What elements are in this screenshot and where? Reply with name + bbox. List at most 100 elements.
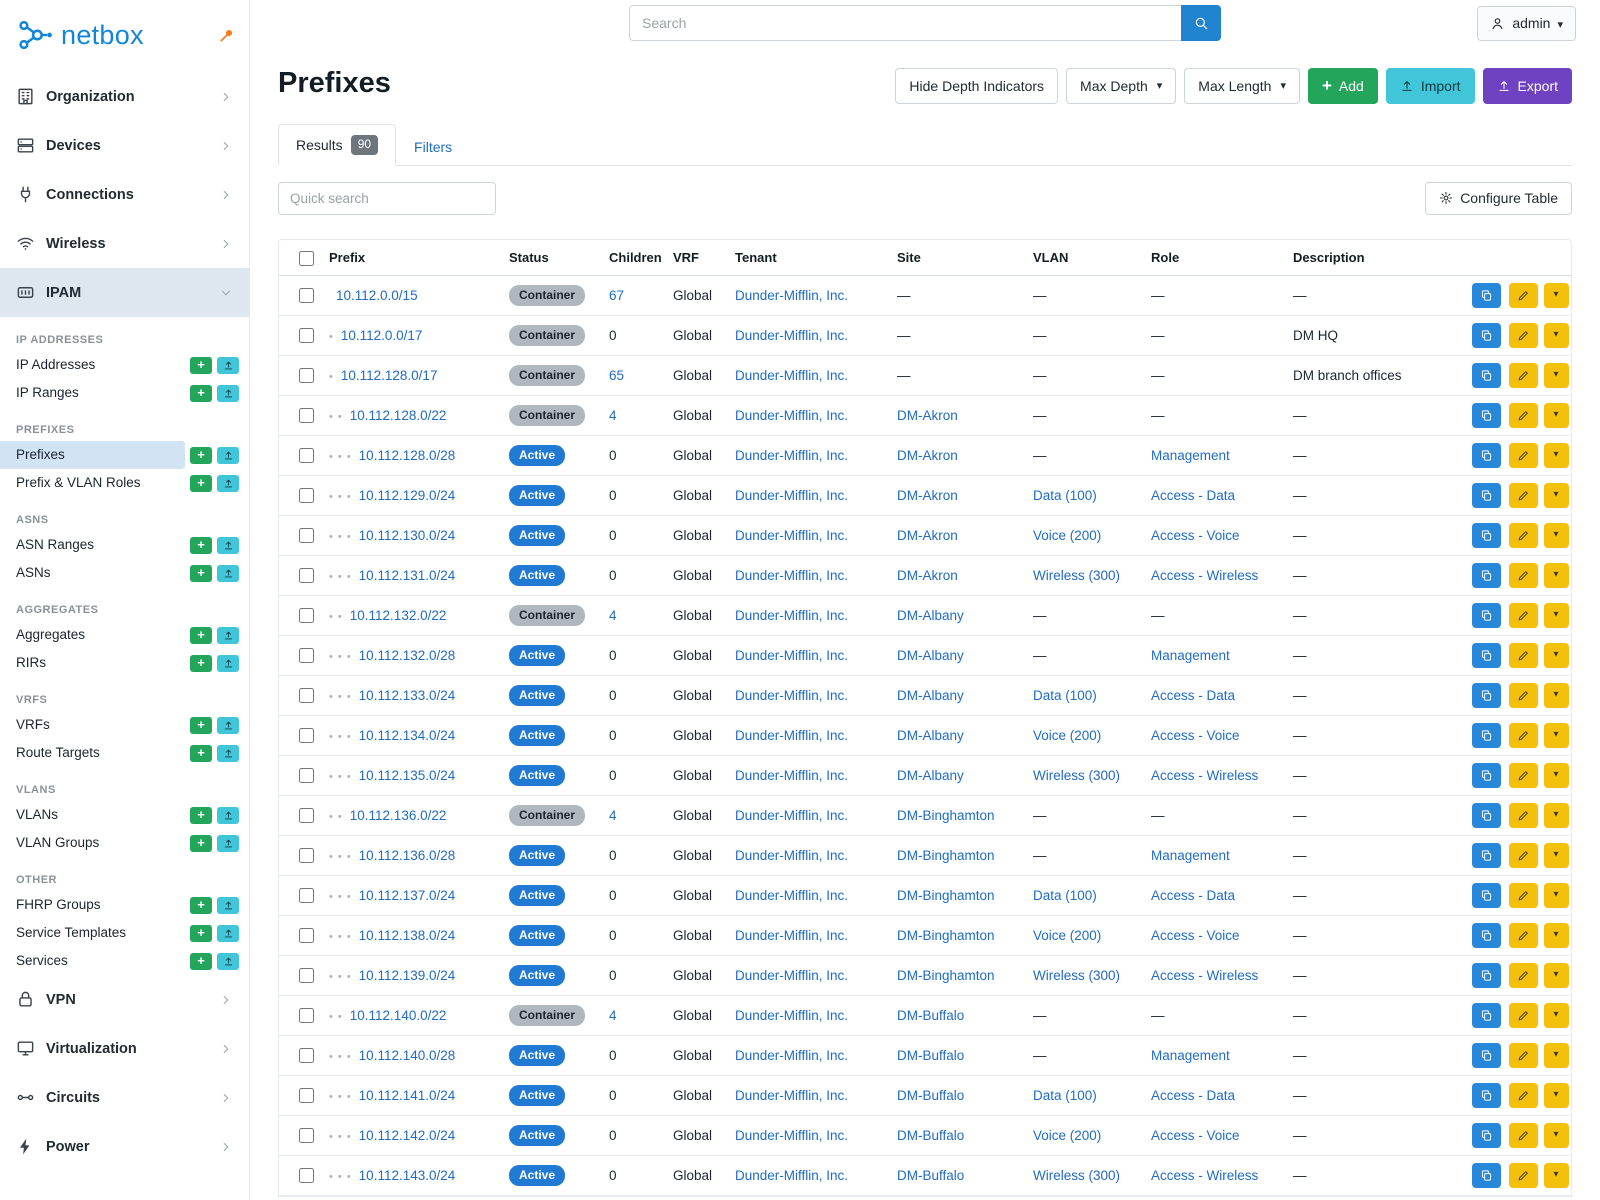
- site-link[interactable]: DM-Buffalo: [897, 1127, 965, 1143]
- clone-button[interactable]: [1472, 962, 1501, 988]
- sidebar-subitem-link[interactable]: VLANs: [16, 807, 59, 822]
- import-button[interactable]: [217, 716, 239, 734]
- edit-dropdown-button[interactable]: ▾: [1543, 442, 1569, 468]
- edit-dropdown-button[interactable]: ▾: [1543, 722, 1569, 748]
- site-link[interactable]: DM-Buffalo: [897, 1007, 965, 1023]
- import-button[interactable]: [217, 446, 239, 464]
- add-button[interactable]: +: [190, 356, 212, 374]
- tenant-link[interactable]: Dunder-Mifflin, Inc.: [735, 287, 849, 303]
- edit-dropdown-button[interactable]: ▾: [1543, 1082, 1569, 1108]
- vlan-link[interactable]: Wireless (300): [1033, 567, 1121, 583]
- role-link[interactable]: Access - Voice: [1151, 727, 1240, 743]
- add-button[interactable]: +: [190, 474, 212, 492]
- role-link[interactable]: Management: [1151, 847, 1230, 863]
- edit-button[interactable]: [1508, 762, 1538, 788]
- edit-button[interactable]: [1508, 1042, 1538, 1068]
- edit-dropdown-button[interactable]: ▾: [1543, 1042, 1569, 1068]
- tenant-link[interactable]: Dunder-Mifflin, Inc.: [735, 567, 849, 583]
- edit-button[interactable]: [1508, 522, 1538, 548]
- children-link[interactable]: 4: [609, 607, 617, 623]
- add-button[interactable]: +: [190, 952, 212, 970]
- row-checkbox[interactable]: [299, 448, 314, 464]
- site-link[interactable]: DM-Albany: [897, 647, 964, 663]
- role-link[interactable]: Access - Voice: [1151, 1127, 1240, 1143]
- row-checkbox[interactable]: [299, 368, 314, 384]
- prefix-link[interactable]: 10.112.130.0/24: [358, 527, 456, 543]
- site-link[interactable]: DM-Akron: [897, 447, 958, 463]
- row-checkbox[interactable]: [299, 528, 314, 544]
- prefix-link[interactable]: 10.112.140.0/28: [358, 1047, 456, 1063]
- vlan-link[interactable]: Voice (200): [1033, 527, 1102, 543]
- vlan-link[interactable]: Voice (200): [1033, 1127, 1102, 1143]
- quick-search-input[interactable]: [278, 181, 496, 215]
- edit-dropdown-button[interactable]: ▾: [1543, 522, 1569, 548]
- prefix-link[interactable]: 10.112.140.0/22: [349, 1007, 447, 1023]
- tenant-link[interactable]: Dunder-Mifflin, Inc.: [735, 1087, 849, 1103]
- edit-dropdown-button[interactable]: ▾: [1543, 642, 1569, 668]
- add-button[interactable]: +: [190, 924, 212, 942]
- edit-button[interactable]: [1508, 602, 1538, 628]
- site-link[interactable]: DM-Albany: [897, 727, 964, 743]
- add-button[interactable]: +: [190, 536, 212, 554]
- row-checkbox[interactable]: [299, 408, 314, 424]
- row-checkbox[interactable]: [299, 568, 314, 584]
- import-button[interactable]: Import: [1385, 68, 1475, 104]
- children-link[interactable]: 4: [609, 1007, 617, 1023]
- export-button[interactable]: Export: [1482, 68, 1572, 104]
- site-link[interactable]: DM-Binghamton: [897, 807, 995, 823]
- sidebar-item-organization[interactable]: Organization: [0, 72, 249, 121]
- site-link[interactable]: DM-Buffalo: [897, 1167, 965, 1183]
- import-button[interactable]: [217, 806, 239, 824]
- import-button[interactable]: [217, 384, 239, 402]
- clone-button[interactable]: [1472, 282, 1501, 308]
- add-button[interactable]: +: [190, 896, 212, 914]
- tenant-link[interactable]: Dunder-Mifflin, Inc.: [735, 647, 849, 663]
- clone-button[interactable]: [1472, 842, 1501, 868]
- edit-dropdown-button[interactable]: ▾: [1543, 402, 1569, 428]
- prefix-link[interactable]: 10.112.136.0/28: [358, 847, 456, 863]
- prefix-link[interactable]: 10.112.132.0/28: [358, 647, 456, 663]
- tenant-link[interactable]: Dunder-Mifflin, Inc.: [735, 767, 849, 783]
- add-button[interactable]: +: [190, 654, 212, 672]
- import-button[interactable]: [217, 356, 239, 374]
- clone-button[interactable]: [1472, 642, 1501, 668]
- sidebar-item-devices[interactable]: Devices: [0, 121, 249, 170]
- sidebar-item-wireless[interactable]: Wireless: [0, 219, 249, 268]
- tenant-link[interactable]: Dunder-Mifflin, Inc.: [735, 607, 849, 623]
- edit-dropdown-button[interactable]: ▾: [1543, 762, 1569, 788]
- vlan-link[interactable]: Data (100): [1033, 1087, 1097, 1103]
- edit-dropdown-button[interactable]: ▾: [1543, 1002, 1569, 1028]
- edit-button[interactable]: [1508, 722, 1538, 748]
- prefix-link[interactable]: 10.112.128.0/28: [358, 447, 456, 463]
- row-checkbox[interactable]: [299, 928, 314, 944]
- site-link[interactable]: DM-Albany: [897, 767, 964, 783]
- tenant-link[interactable]: Dunder-Mifflin, Inc.: [735, 1047, 849, 1063]
- sidebar-item-vpn[interactable]: VPN: [0, 975, 249, 1024]
- clone-button[interactable]: [1472, 922, 1501, 948]
- tenant-link[interactable]: Dunder-Mifflin, Inc.: [735, 1127, 849, 1143]
- role-link[interactable]: Access - Data: [1151, 687, 1236, 703]
- edit-dropdown-button[interactable]: ▾: [1543, 882, 1569, 908]
- site-link[interactable]: DM-Buffalo: [897, 1087, 965, 1103]
- prefix-link[interactable]: 10.112.138.0/24: [358, 927, 456, 943]
- vlan-link[interactable]: Data (100): [1033, 887, 1097, 903]
- import-button[interactable]: [217, 834, 239, 852]
- clone-button[interactable]: [1472, 482, 1501, 508]
- sidebar-subitem-link[interactable]: Prefix & VLAN Roles: [16, 475, 141, 490]
- site-link[interactable]: DM-Albany: [897, 607, 964, 623]
- children-link[interactable]: 4: [609, 807, 617, 823]
- edit-button[interactable]: [1508, 642, 1538, 668]
- role-link[interactable]: Access - Wireless: [1151, 1167, 1259, 1183]
- sidebar-subitem-link[interactable]: VLAN Groups: [16, 835, 100, 850]
- import-button[interactable]: [217, 626, 239, 644]
- sidebar-subitem-link[interactable]: Services: [16, 953, 68, 968]
- vlan-link[interactable]: Data (100): [1033, 687, 1097, 703]
- edit-button[interactable]: [1508, 1002, 1538, 1028]
- role-link[interactable]: Access - Voice: [1151, 527, 1240, 543]
- prefix-link[interactable]: 10.112.128.0/22: [349, 407, 447, 423]
- sidebar-subitem-link[interactable]: IP Addresses: [16, 357, 96, 372]
- clone-button[interactable]: [1472, 1162, 1501, 1188]
- tenant-link[interactable]: Dunder-Mifflin, Inc.: [735, 447, 849, 463]
- edit-button[interactable]: [1508, 682, 1538, 708]
- site-link[interactable]: DM-Binghamton: [897, 967, 995, 983]
